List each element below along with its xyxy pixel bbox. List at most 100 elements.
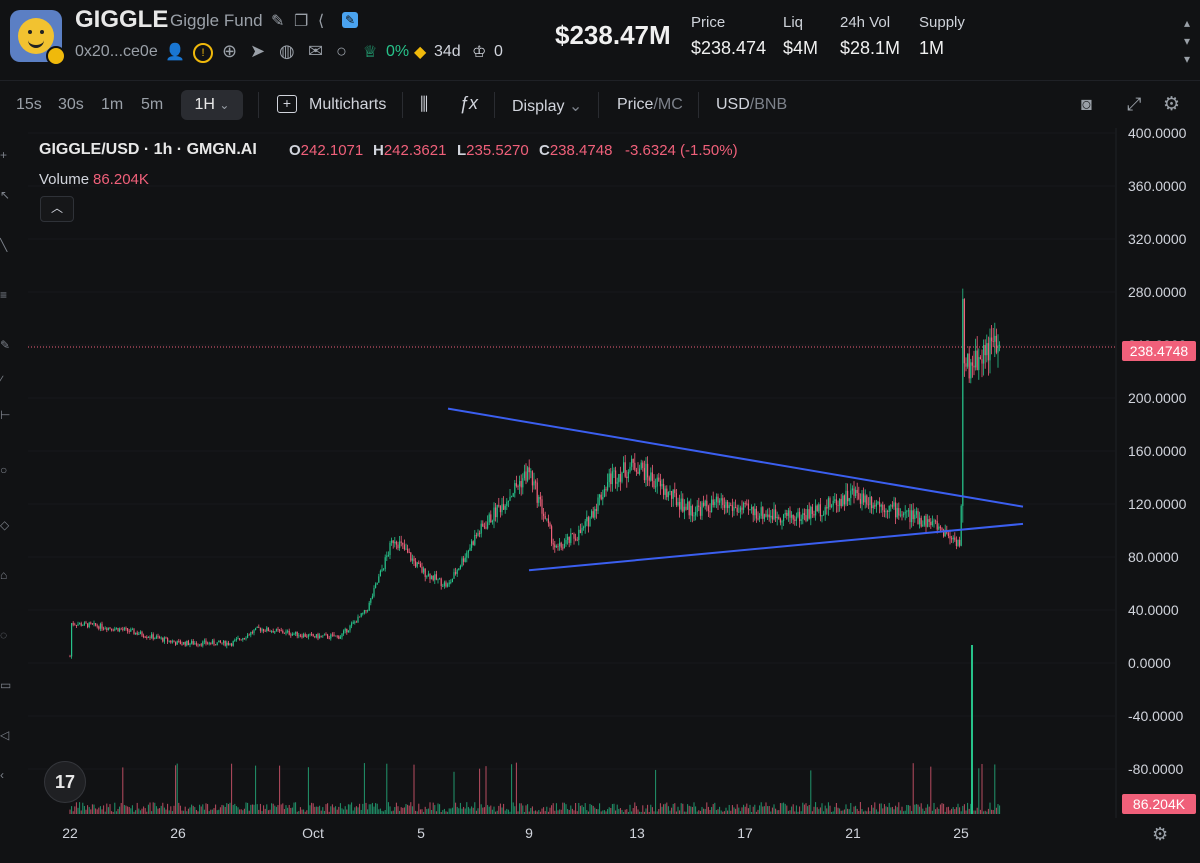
candle-body (725, 501, 727, 508)
indicators-icon[interactable]: ƒx (459, 93, 479, 113)
open-label: O (289, 142, 301, 159)
crosshair-tool-icon[interactable]: + (0, 148, 8, 162)
verified-edit-icon[interactable]: ✎ (342, 12, 358, 28)
timeframe-1h-dropdown[interactable]: 1H ⌄ (181, 90, 243, 120)
settings-icon[interactable]: ⚙ (1152, 824, 1169, 844)
trend-tool-icon[interactable]: ∕ (0, 373, 3, 387)
candle-body (573, 534, 575, 539)
candle-body (895, 502, 897, 518)
volume-bar (490, 805, 492, 814)
volume-bar (295, 802, 297, 814)
timeframe-30s[interactable]: 30s (58, 96, 84, 113)
timeframe-15s[interactable]: 15s (16, 96, 42, 113)
volume-bar (424, 806, 426, 814)
divider (258, 92, 259, 118)
collapse-legend-button[interactable]: ︿ (40, 196, 74, 222)
candles-icon[interactable]: ⫼ (420, 94, 429, 114)
volume-bar (851, 811, 853, 814)
volume-bar (741, 807, 743, 814)
candle-body (423, 568, 425, 573)
trash-tool-icon[interactable]: ▭ (0, 678, 12, 692)
candle-body (496, 505, 498, 518)
volume-bar (418, 803, 420, 814)
volume-bar (997, 804, 999, 814)
candle-body (565, 539, 567, 544)
zoom-tool-icon[interactable]: ○ (0, 463, 8, 477)
candle-body (397, 544, 399, 549)
line-tool-icon[interactable]: ╲ (0, 238, 8, 252)
candle-body (837, 505, 839, 506)
time-axis[interactable]: 22 26 Oct 5 9 13 17 21 25 (62, 825, 969, 841)
candle-body (168, 640, 170, 642)
collapse-tool-icon[interactable]: ‹ (0, 768, 4, 782)
price-mc-toggle[interactable]: Price/MC (617, 96, 683, 114)
cursor-tool-icon[interactable]: ↖ (0, 188, 11, 202)
volume-bar (699, 810, 701, 814)
candle-body (656, 477, 658, 487)
chart-icon[interactable]: ◍ (279, 41, 295, 61)
candle-body (776, 516, 778, 519)
volume-bar (88, 807, 90, 814)
timeframe-5m[interactable]: 5m (141, 96, 164, 113)
candle-body (104, 628, 106, 630)
volume-bar (773, 804, 775, 814)
candle-body (599, 494, 601, 498)
contract-address[interactable]: 0x20...ce0e (75, 43, 158, 60)
price-chart[interactable]: 400.0000360.0000320.0000280.0000240.0000… (0, 128, 1200, 863)
tradingview-logo[interactable]: 17 (44, 761, 86, 803)
brush-tool-icon[interactable]: ✎ (0, 338, 11, 352)
eye-tool-icon[interactable]: ◌ (0, 628, 8, 642)
volume-bar (586, 810, 588, 814)
hide-tool-icon[interactable]: ◁ (0, 728, 10, 742)
candle-body (456, 570, 458, 574)
notes-icon[interactable]: ✉ (308, 41, 324, 61)
currency-toggle[interactable]: USD/BNB (716, 96, 787, 114)
candle-body (771, 515, 773, 520)
warning-icon[interactable]: ! (193, 43, 213, 63)
candle-body (618, 474, 620, 483)
volume-bar (451, 807, 453, 814)
volume-bar (122, 767, 124, 814)
price-axis[interactable]: 400.0000360.0000320.0000280.0000240.0000… (1128, 128, 1187, 777)
candle-body (639, 468, 641, 474)
globe-icon[interactable]: ⊕ (222, 41, 238, 61)
candle-body (317, 634, 319, 639)
volume-bar (168, 810, 170, 814)
share-icon[interactable]: ⟨ (318, 13, 325, 30)
volume-bar (603, 810, 605, 814)
candle-body (232, 641, 234, 646)
volume-bar (680, 803, 682, 814)
candle-body (410, 552, 412, 561)
chevron-down-icon: ⌄ (568, 98, 583, 115)
trendlines[interactable] (447, 407, 1024, 572)
multicharts-button[interactable]: Multicharts (309, 96, 387, 113)
telegram-icon[interactable]: ➤ (250, 41, 266, 61)
volume-bar (707, 806, 709, 814)
timeframe-1m[interactable]: 1m (101, 96, 124, 113)
stat-supply-value: 1M (919, 38, 945, 58)
volume-bar (149, 802, 151, 814)
search-icon[interactable]: ○ (336, 41, 347, 61)
holder-icon[interactable]: 👤 (165, 44, 185, 61)
display-dropdown[interactable]: Display ⌄ (512, 96, 582, 116)
volume-bar (163, 807, 165, 814)
fullscreen-icon[interactable]: ⤢ (1127, 94, 1142, 114)
candle-body (799, 511, 801, 522)
magnet-tool-icon[interactable]: ◇ (0, 518, 10, 532)
gear-icon[interactable]: ⚙ (1163, 94, 1181, 115)
candle-body (328, 637, 330, 639)
scroll-arrows-icon[interactable]: ▴ ▾ ▾ (1184, 16, 1191, 66)
volume-bar (443, 808, 445, 814)
volume-bar (706, 802, 708, 814)
candle-body (392, 540, 394, 544)
lock-tool-icon[interactable]: ⌂ (0, 568, 8, 582)
measure-tool-icon[interactable]: ⊢ (0, 408, 11, 422)
volume-bar (229, 802, 231, 814)
fib-tool-icon[interactable]: ≡ (0, 288, 8, 302)
copy-icon[interactable]: ❐ (294, 13, 309, 30)
candle-body (538, 496, 540, 503)
plus-box-icon[interactable]: + (277, 95, 297, 113)
edit-icon[interactable]: ✎ (271, 13, 285, 30)
camera-icon[interactable]: ◙ (1081, 94, 1092, 114)
volume-bar (611, 804, 613, 814)
